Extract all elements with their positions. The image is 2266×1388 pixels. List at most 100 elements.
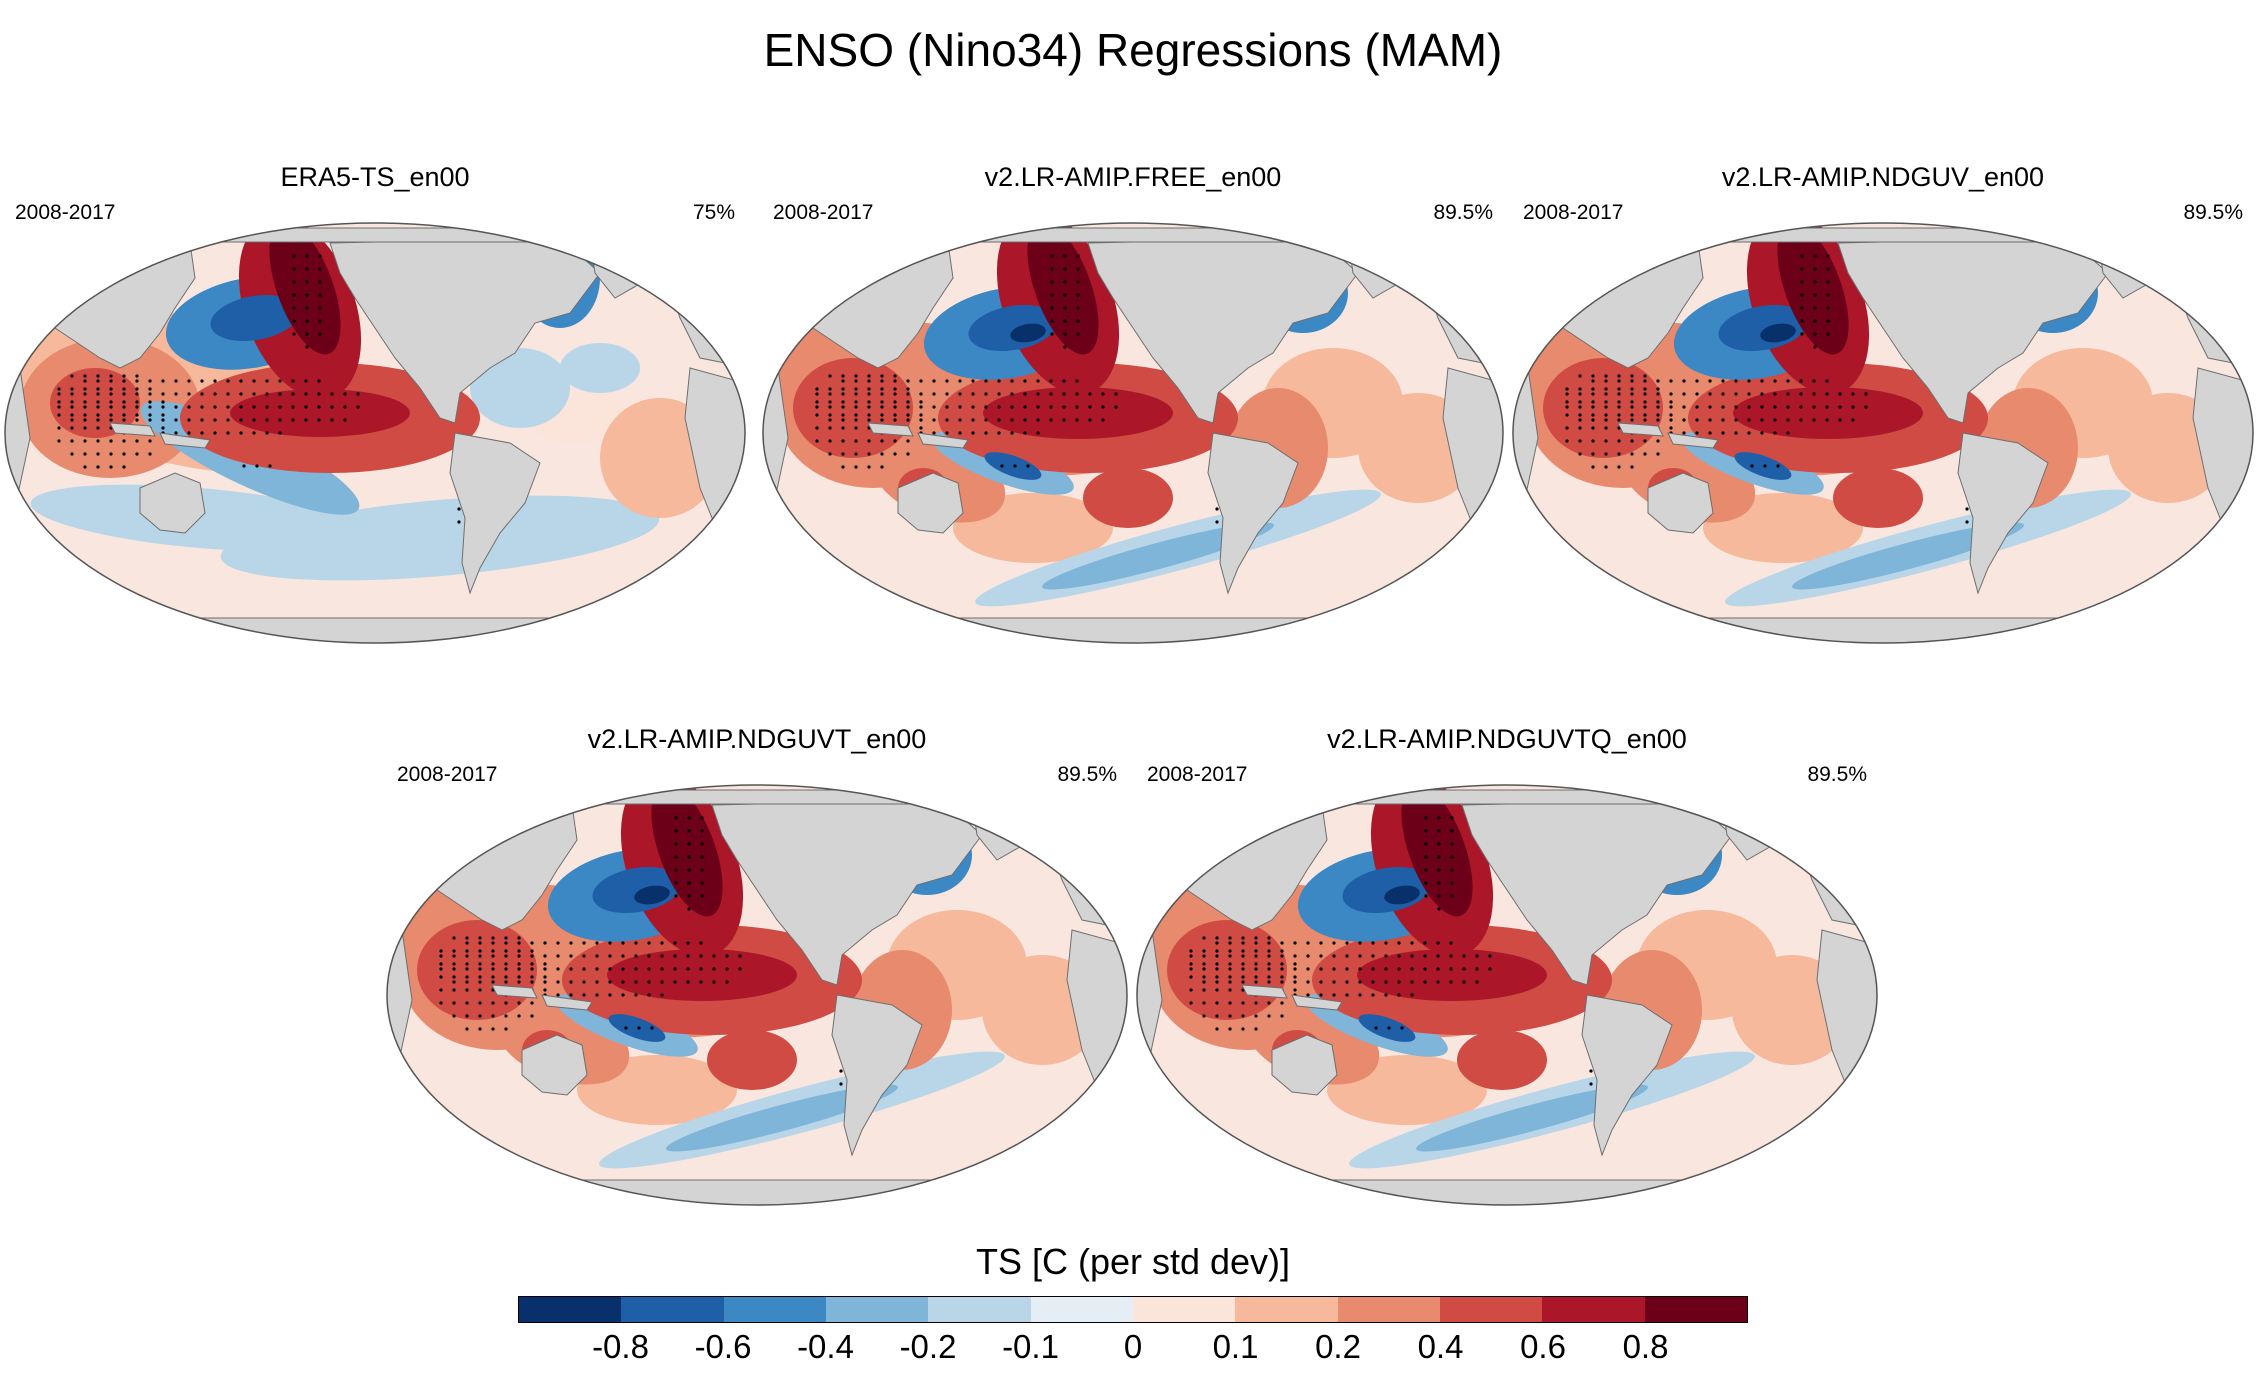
significance-dot: [1241, 936, 1245, 940]
significance-dot: [148, 392, 152, 396]
significance-dot: [1591, 392, 1595, 396]
significance-dot: [439, 975, 443, 979]
land-mass: [1667, 432, 1719, 449]
significance-dot: [1397, 954, 1401, 958]
significance-dot: [595, 993, 599, 997]
significance-dot: [330, 405, 334, 409]
significance-dot: [1799, 392, 1803, 396]
significance-dot: [83, 400, 87, 404]
significance-dot: [452, 949, 456, 953]
significance-dot: [1254, 962, 1258, 966]
significance-dot: [1306, 980, 1310, 984]
significance-dot: [465, 1014, 469, 1018]
significance-dot: [919, 400, 923, 404]
significance-dot: [815, 439, 819, 443]
significance-dot: [1682, 392, 1686, 396]
colorbar-swatch: [1030, 1297, 1133, 1322]
significance-dot: [478, 1014, 482, 1018]
significance-dot: [318, 280, 322, 284]
significance-dot: [595, 954, 599, 958]
significance-dot: [517, 1001, 521, 1005]
significance-dot: [96, 379, 100, 383]
significance-dot: [1682, 431, 1686, 435]
significance-dot: [1358, 993, 1362, 997]
significance-dot: [1062, 418, 1066, 422]
significance-dot: [1215, 962, 1219, 966]
significance-dot: [1826, 306, 1830, 310]
significance-dot: [83, 418, 87, 422]
significance-dot: [582, 980, 586, 984]
significance-dot: [1604, 387, 1608, 391]
significance-dot: [867, 452, 871, 456]
significance-dot: [1076, 306, 1080, 310]
significance-dot: [478, 988, 482, 992]
significance-dot: [96, 374, 100, 378]
significance-dot: [1695, 405, 1699, 409]
significance-dot: [828, 426, 832, 430]
significance-dot: [1202, 954, 1206, 958]
significance-dot: [1591, 418, 1595, 422]
significance-dot: [1449, 967, 1453, 971]
significance-dot: [1591, 439, 1595, 443]
significance-dot: [1371, 941, 1375, 945]
significance-dot: [1010, 392, 1014, 396]
significance-dot: [1630, 439, 1634, 443]
significance-dot: [1010, 431, 1014, 435]
significance-dot: [465, 936, 469, 940]
significance-dot: [439, 1001, 443, 1005]
significance-dot: [148, 405, 152, 409]
significance-dot: [556, 967, 560, 971]
significance-dot: [1101, 392, 1105, 396]
anomaly-contour: [1792, 522, 2024, 590]
significance-dot: [1656, 405, 1660, 409]
significance-dot: [1838, 405, 1842, 409]
significance-dot: [57, 392, 61, 396]
significance-dot: [200, 379, 204, 383]
colorbar-swatch: [1235, 1297, 1338, 1322]
significance-dot: [1475, 954, 1479, 958]
significance-dot: [556, 954, 560, 958]
significance-dot: [700, 868, 704, 872]
significance-dot: [465, 941, 469, 945]
significance-dot: [712, 954, 716, 958]
significance-dot: [1630, 400, 1634, 404]
significance-dot: [1838, 418, 1842, 422]
significance-dot: [1358, 980, 1362, 984]
significance-dot: [1669, 405, 1673, 409]
significance-dot: [83, 465, 87, 469]
significance-dot: [1630, 392, 1634, 396]
significance-dot: [439, 954, 443, 958]
significance-dot: [1267, 949, 1271, 953]
significance-dot: [1293, 980, 1297, 984]
significance-dot: [1813, 254, 1817, 258]
significance-dot: [148, 452, 152, 456]
significance-dot: [543, 967, 547, 971]
significance-dot: [1565, 413, 1569, 417]
anomaly-contour: [1042, 522, 1274, 590]
significance-dot: [1241, 1001, 1245, 1005]
anomaly-contour: [666, 1084, 898, 1152]
significance-dot: [660, 993, 664, 997]
significance-dot: [1450, 894, 1454, 898]
significance-dot: [1826, 293, 1830, 297]
significance-dot: [1617, 465, 1621, 469]
significance-dot: [1800, 293, 1804, 297]
significance-dot: [1825, 392, 1829, 396]
significance-dot: [997, 379, 1001, 383]
significance-dot: [1450, 855, 1454, 859]
significance-dot: [1063, 293, 1067, 297]
significance-dot: [70, 374, 74, 378]
significance-dot: [57, 400, 61, 404]
map-field: [1137, 785, 1877, 1205]
significance-dot: [252, 392, 256, 396]
significance-dot: [828, 405, 832, 409]
significance-dot: [1306, 954, 1310, 958]
significance-dot: [1306, 967, 1310, 971]
significance-dot: [1708, 392, 1712, 396]
anomaly-contour: [1760, 323, 1796, 343]
significance-dot: [1023, 405, 1027, 409]
significance-dot: [543, 962, 547, 966]
significance-dot: [1280, 941, 1284, 945]
significance-dot: [1036, 405, 1040, 409]
significance-dot: [893, 392, 897, 396]
